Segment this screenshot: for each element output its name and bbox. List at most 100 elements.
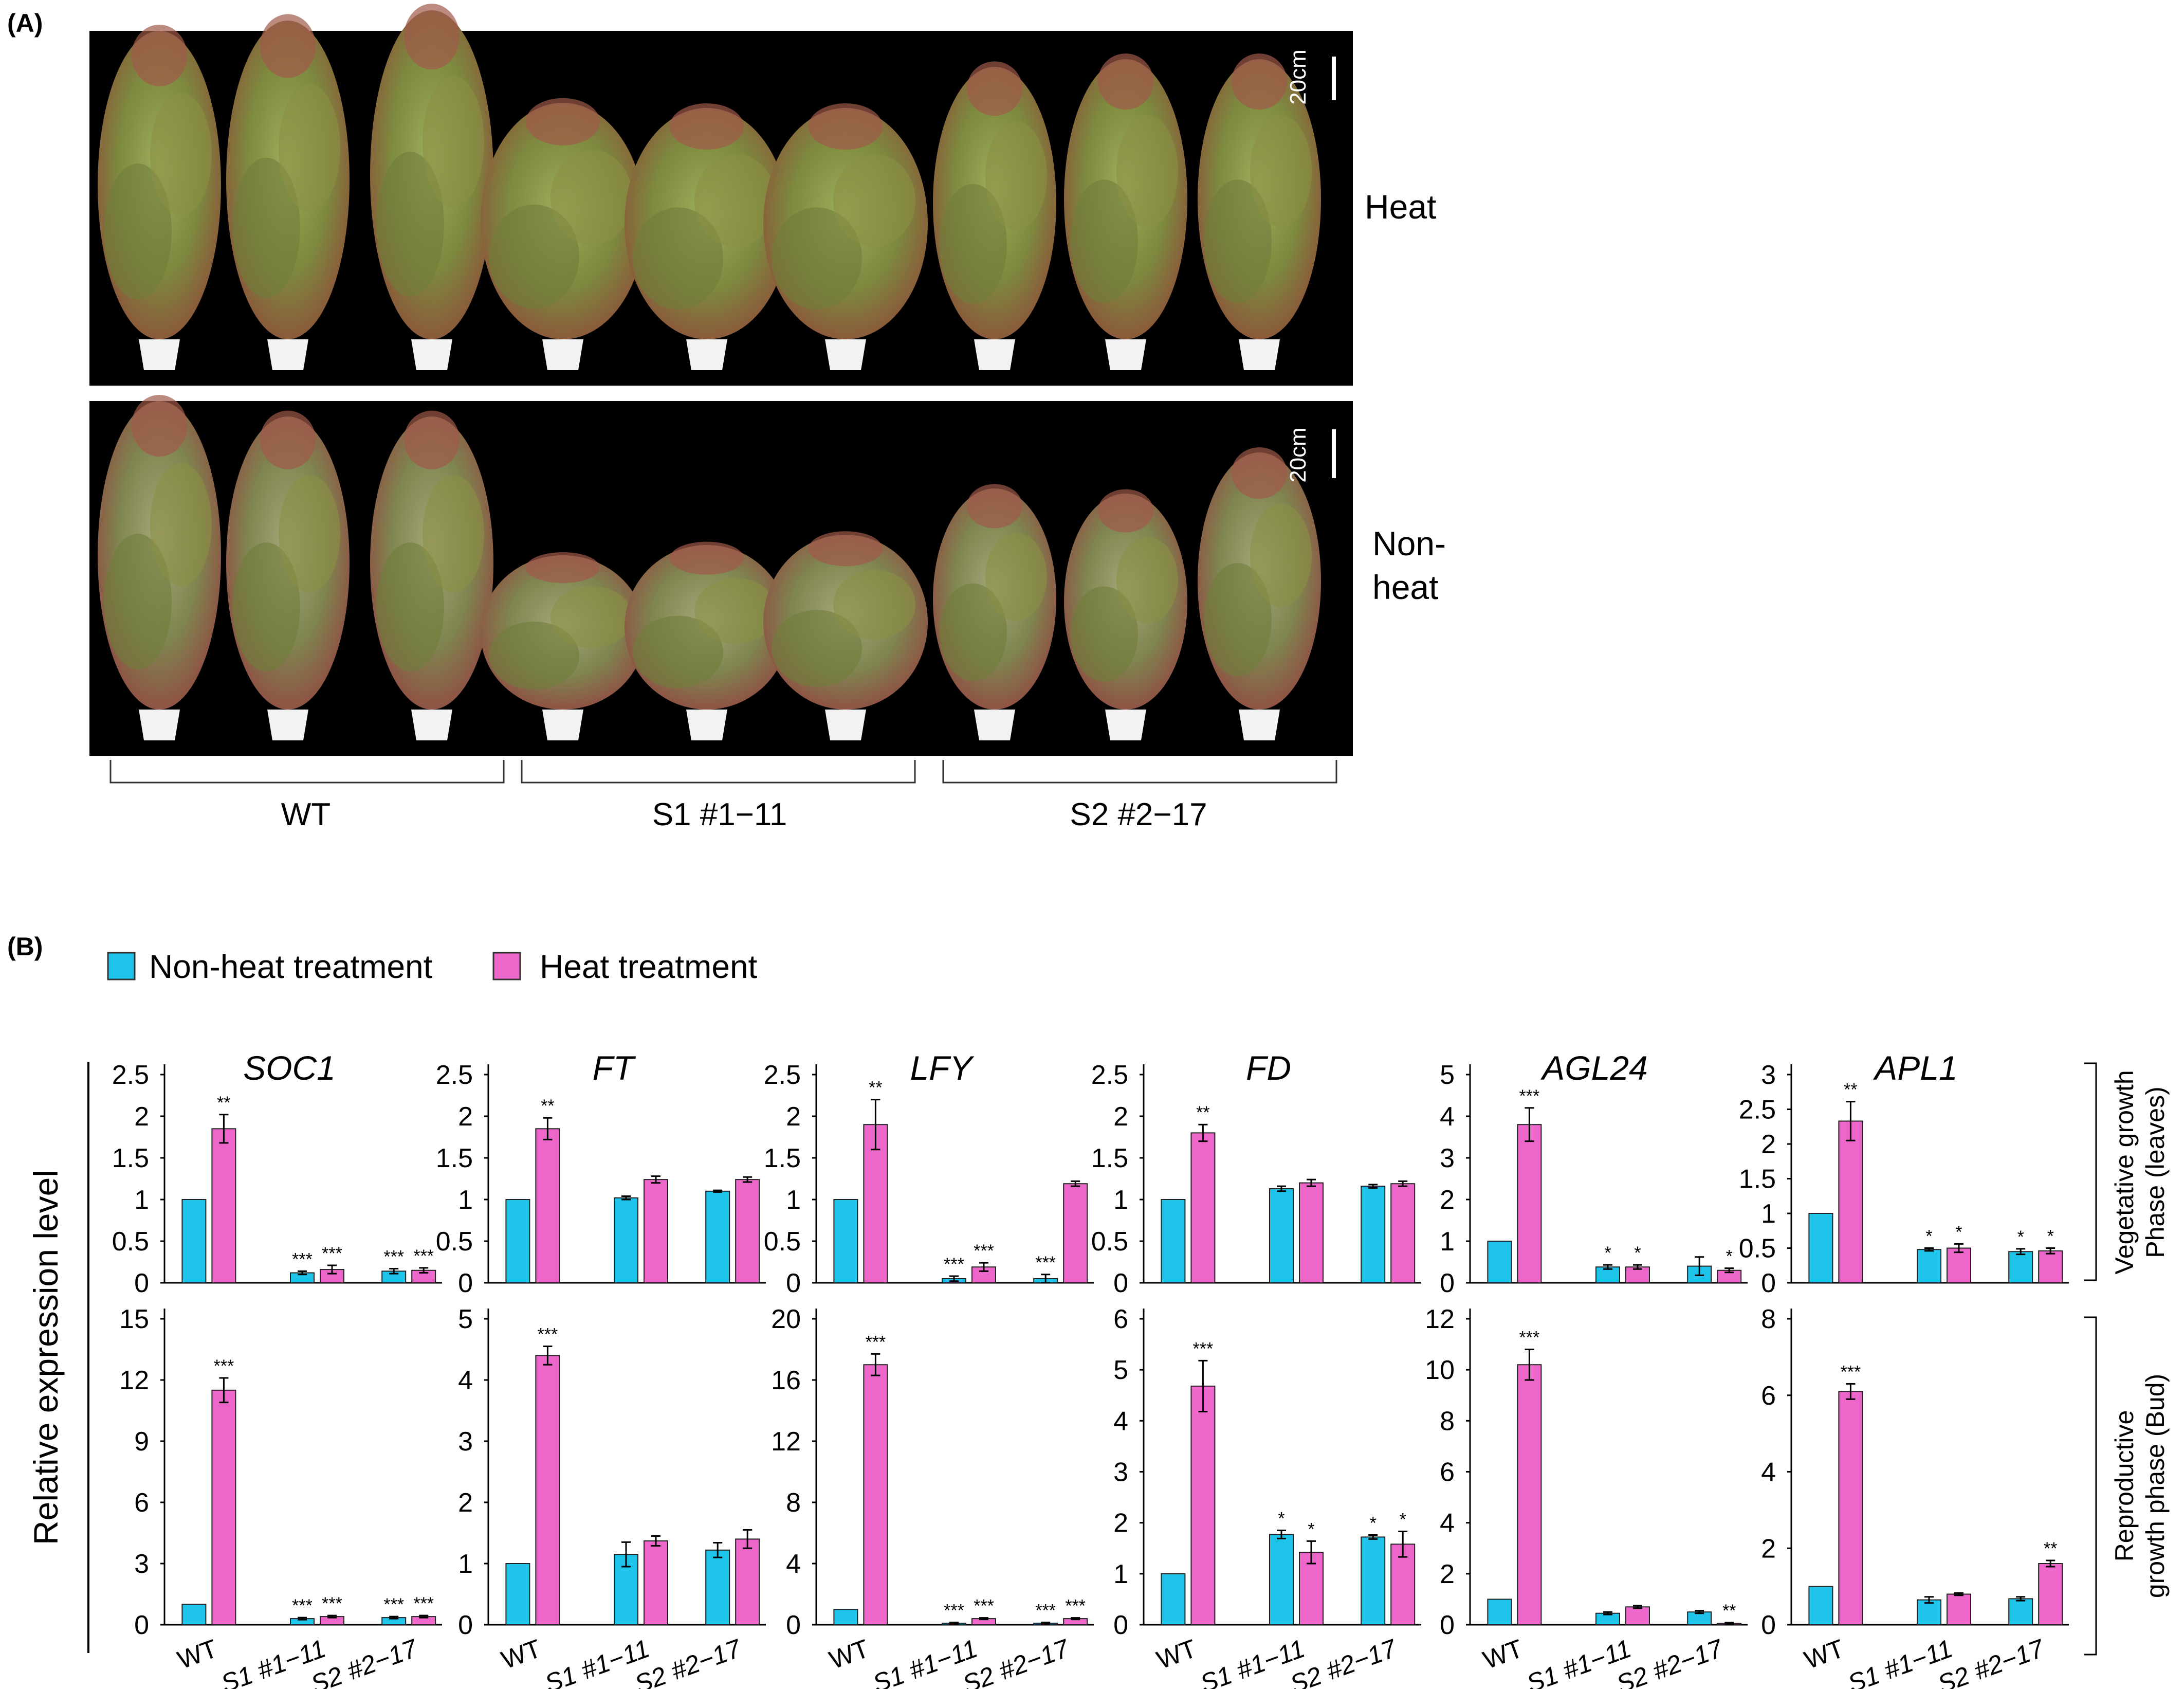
group-brackets: WT S1 #1−11 S2 #2−17: [109, 760, 1337, 832]
plant-leaf: [550, 586, 633, 648]
plant-pot: [411, 339, 452, 370]
y-tick-label: 3: [1113, 1458, 1128, 1487]
plant-leaf: [939, 184, 1007, 304]
y-tick-label: 1: [1113, 1185, 1128, 1215]
plant-leaf: [939, 583, 1007, 681]
bar: [1299, 1182, 1324, 1284]
group-label: WT: [281, 797, 331, 832]
bar: [1517, 1364, 1542, 1625]
bar: [1517, 1124, 1542, 1283]
y-tick-label: 2: [134, 1102, 149, 1132]
plant-leaf: [150, 463, 212, 586]
bar: [863, 1124, 888, 1283]
y-tick-label: 4: [1440, 1102, 1455, 1132]
significance-label: **: [217, 1093, 230, 1113]
plant-leaf: [232, 542, 300, 671]
significance-label: ***: [944, 1255, 964, 1274]
group-bracket: [942, 760, 1337, 784]
plant-tip: [260, 410, 316, 469]
plant-tip: [526, 98, 600, 146]
significance-label: *: [1370, 1513, 1377, 1533]
plant-pot: [267, 710, 308, 740]
legend-label-nonheat: Non-heat treatment: [149, 948, 433, 985]
significance-label: ***: [1841, 1362, 1861, 1382]
chart-lfy-vegetative: 00.511.522.5 LFY***********: [764, 1049, 1094, 1298]
plant-tip: [260, 14, 316, 78]
plant-leaf: [1250, 504, 1312, 607]
significance-label: ***: [413, 1594, 434, 1613]
plant-tip: [809, 531, 883, 567]
plant-tip: [1232, 447, 1287, 499]
plant: [98, 25, 221, 370]
y-tick-label: 0.5: [1739, 1234, 1776, 1264]
chart-title: AGL24: [1540, 1049, 1647, 1087]
significance-label: *: [1308, 1519, 1314, 1539]
scale-bar-nonheat-label: 20cm: [1286, 427, 1311, 483]
y-tick-label: 0: [786, 1610, 801, 1640]
significance-label: **: [1722, 1601, 1736, 1621]
bar: [1625, 1606, 1650, 1626]
bar: [505, 1563, 530, 1625]
significance-label: ***: [383, 1595, 404, 1614]
plant-leaf: [1070, 179, 1138, 303]
y-tick-label: 1.5: [1739, 1165, 1776, 1194]
row-bracket-vegetative: Vegetative growth Phase (leaves): [2084, 1062, 2170, 1281]
chart-title: SOC1: [243, 1049, 336, 1087]
y-tick-label: 1.5: [112, 1143, 149, 1173]
plant-tip: [967, 61, 1022, 116]
significance-label: ***: [214, 1356, 234, 1376]
significance-label: ***: [322, 1244, 342, 1263]
legend-swatch-nonheat: [107, 952, 136, 980]
plant-pot: [1239, 710, 1280, 740]
y-tick-label: 2: [786, 1102, 801, 1132]
y-tick-label: 12: [771, 1427, 801, 1457]
significance-label: ***: [1519, 1086, 1540, 1106]
y-tick-label: 0: [1440, 1610, 1455, 1640]
plant: [763, 531, 928, 740]
row-label-vegetative-line1: Vegetative growth: [2110, 1070, 2139, 1275]
x-category-label: WT: [174, 1634, 221, 1675]
plant: [370, 4, 493, 370]
y-tick-label: 1: [1113, 1559, 1128, 1589]
y-tick-label: 3: [458, 1427, 473, 1457]
plant-tip: [670, 103, 744, 150]
bar: [535, 1128, 560, 1284]
condition-label-nonheat-line1: Non-: [1372, 524, 1446, 562]
row-label-reproductive-line1: Reproductive: [2110, 1410, 2139, 1562]
y-tick-label: 10: [1425, 1355, 1455, 1385]
plant-tip: [526, 552, 600, 583]
x-category-label: WT: [1801, 1634, 1848, 1675]
y-tick-label: 1: [458, 1549, 473, 1579]
bar: [614, 1197, 638, 1284]
row-bracket-reproductive: Reproductive growth phase (Bud): [2084, 1316, 2170, 1656]
y-tick-label: 2: [1440, 1559, 1455, 1589]
plant-leaf: [1116, 115, 1178, 227]
significance-label: *: [1955, 1222, 1962, 1242]
y-tick-label: 3: [1440, 1143, 1455, 1173]
bar: [1161, 1573, 1186, 1625]
y-tick-label: 5: [1113, 1355, 1128, 1385]
bar: [505, 1199, 530, 1283]
y-tick-label: 2: [1113, 1509, 1128, 1538]
y-tick-label: 0: [1113, 1610, 1128, 1640]
y-tick-label: 9: [134, 1427, 149, 1457]
plant-leaf: [232, 157, 300, 298]
y-tick-label: 0: [458, 1610, 473, 1640]
plant-leaf: [985, 533, 1047, 621]
significance-label: ***: [944, 1601, 964, 1621]
chart-fd-vegetative: 0 0.5 1 1.5 2 2.5 FD **: [1091, 1049, 1421, 1298]
y-tick-label: 1.5: [1091, 1143, 1128, 1173]
x-category-label: WT: [1153, 1634, 1200, 1675]
plant-pot: [411, 710, 452, 740]
significance-label: *: [1278, 1509, 1284, 1529]
significance-label: ***: [292, 1249, 313, 1269]
condition-label-nonheat-line2: heat: [1372, 568, 1438, 606]
y-tick-label: 1: [134, 1185, 149, 1215]
chart-apl1-vegetative: 00.511.522.53 APL1*** * * *: [1739, 1049, 2069, 1298]
plant: [933, 484, 1056, 740]
plant-pot: [974, 710, 1015, 740]
plant: [1198, 447, 1321, 740]
plant-leaf: [633, 207, 723, 310]
y-tick-label: 2.5: [1091, 1060, 1128, 1090]
plant-leaf: [633, 615, 723, 688]
